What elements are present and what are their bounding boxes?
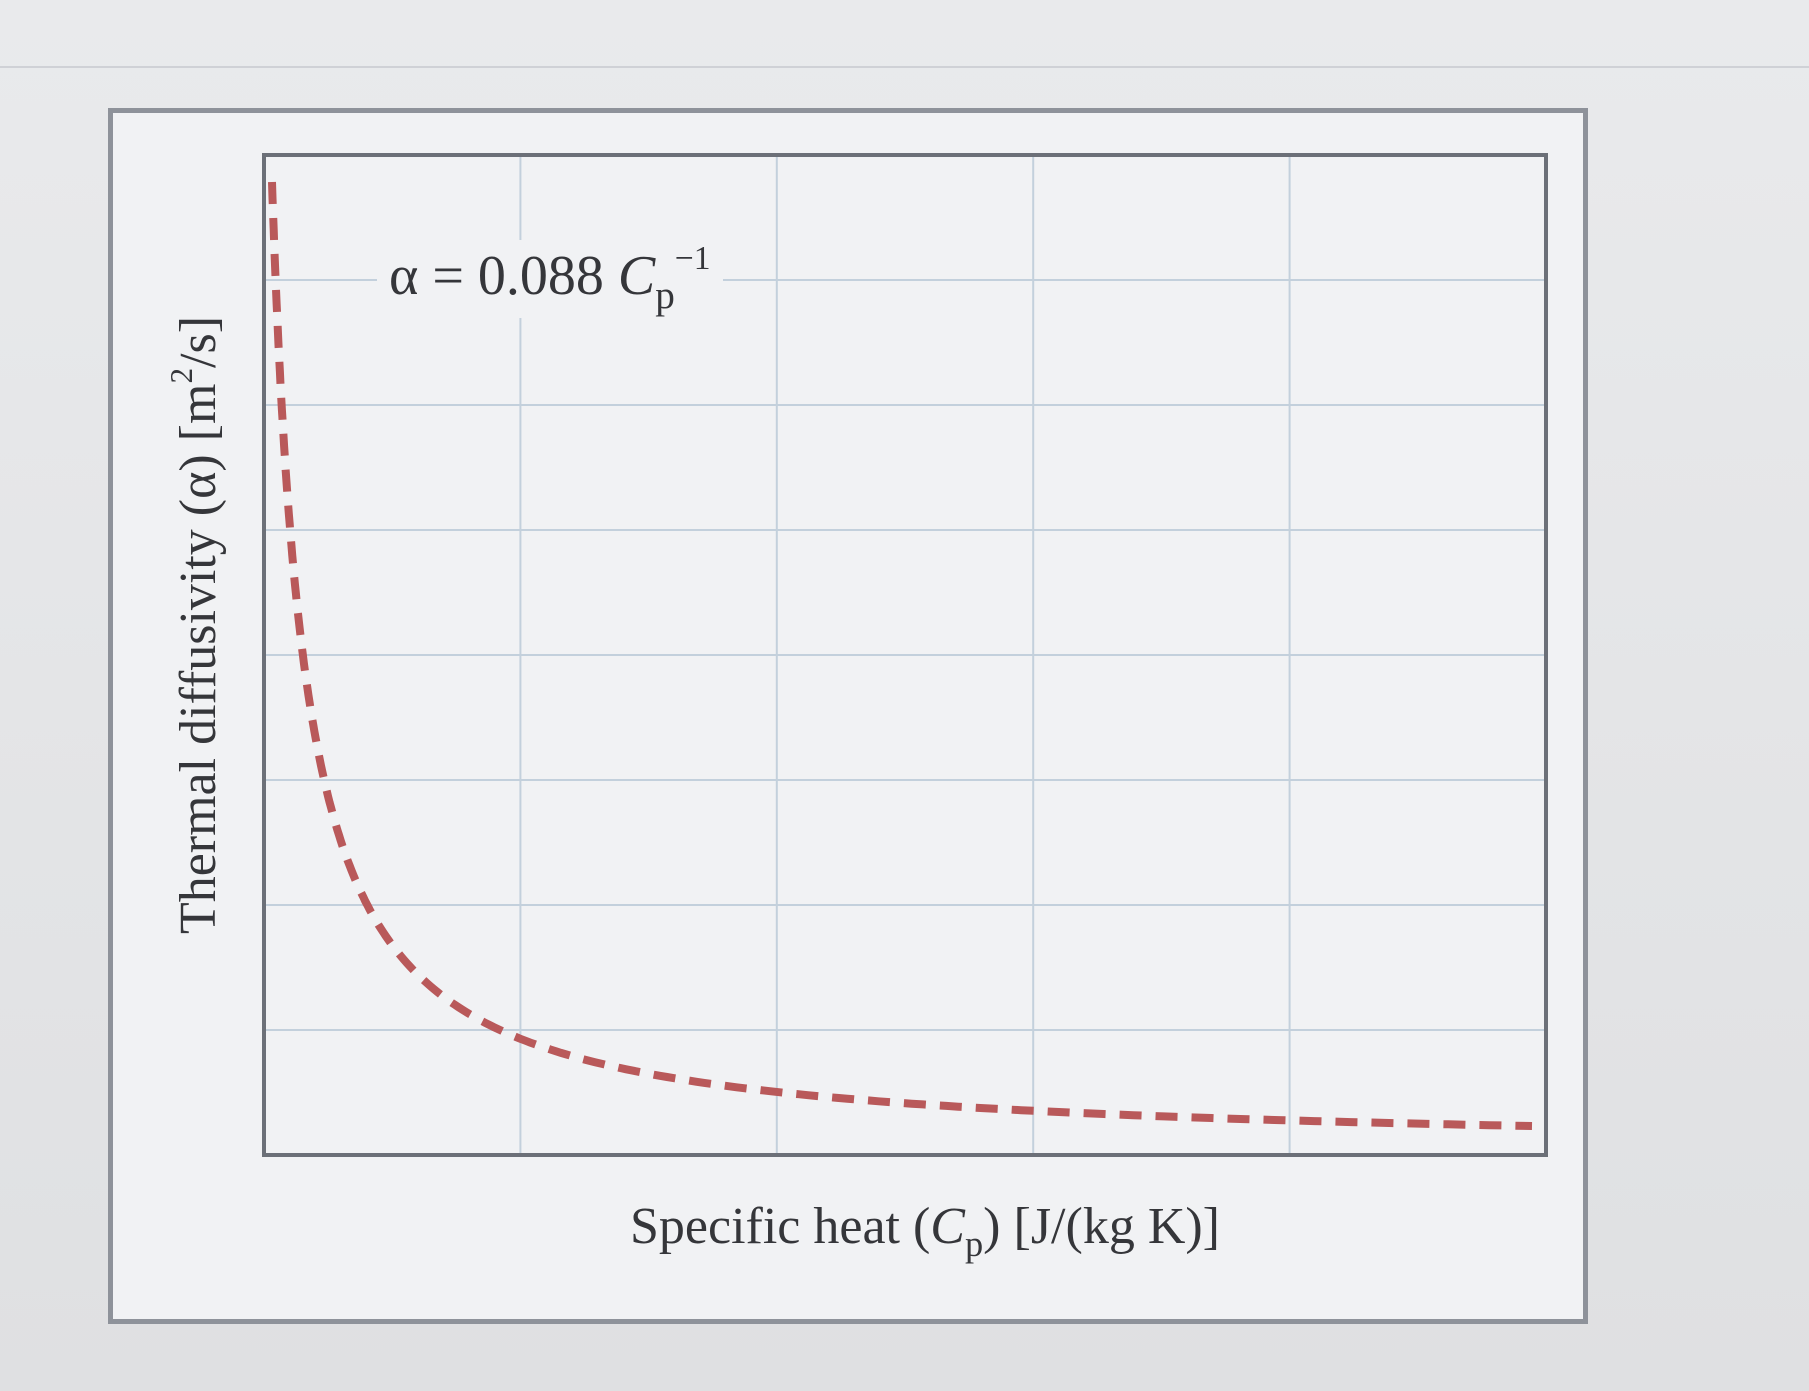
equation-variable: C <box>617 245 656 308</box>
series-curve <box>268 181 1533 1130</box>
x-axis-label: Specific heat (Cp) [J/(kg K)] <box>630 1197 1220 1265</box>
y-axis-label-superscript: 2 <box>163 367 199 384</box>
plot-area-border <box>262 153 1548 1157</box>
equation-exponent: −1 <box>674 240 711 277</box>
equation-subscript: p <box>655 273 675 317</box>
y-axis-label-suffix: /s] <box>170 315 228 368</box>
x-axis-label-variable: C <box>930 1198 965 1256</box>
x-axis-label-subscript: p <box>964 1223 984 1264</box>
y-axis-label-prefix: Thermal diffusivity (α) [m <box>170 383 228 935</box>
x-axis-label-suffix: ) [J/(kg K)] <box>983 1198 1221 1256</box>
equation-lhs: α = 0.088 <box>389 245 618 308</box>
equation-annotation: α = 0.088 Cp−1 <box>377 240 723 318</box>
x-axis-label-prefix: Specific heat ( <box>629 1198 931 1256</box>
screen-edge-line <box>0 66 1809 68</box>
grid-lines <box>264 155 1546 1155</box>
y-axis-label: Thermal diffusivity (α) [m2/s] <box>164 316 228 934</box>
